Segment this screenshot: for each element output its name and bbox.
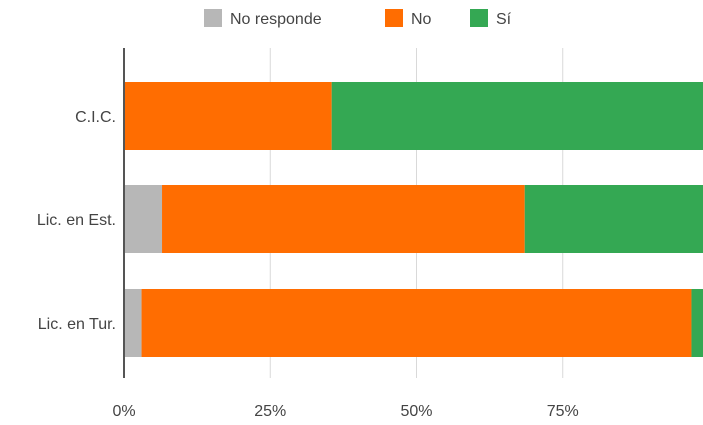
category-label: C.I.C. [75, 109, 116, 126]
category-label: Lic. en Est. [37, 212, 116, 229]
bar-segment-1-0 [124, 82, 332, 150]
x-tick-label: 25% [254, 403, 286, 420]
bar-segment-0-1 [124, 185, 163, 253]
bar-segment-1-1 [162, 185, 525, 253]
x-tick-label: 75% [547, 403, 579, 420]
legend-swatch [204, 9, 222, 27]
bar-segment-0-2 [124, 289, 142, 357]
bar-segment-2-0 [331, 82, 703, 150]
legend-label: No responde [230, 11, 322, 28]
legend-label: Sí [496, 11, 512, 28]
legend-swatch [470, 9, 488, 27]
category-label: Lic. en Tur. [38, 316, 116, 333]
x-tick-label: 50% [400, 403, 432, 420]
legend: No responde No Sí [204, 9, 512, 28]
bar-segment-2-2 [691, 289, 703, 357]
legend-swatch [385, 9, 403, 27]
bars: C.I.C. Lic. en Est. Lic. en Tur. [37, 82, 703, 357]
x-tick-label: 0% [112, 403, 135, 420]
bar-segment-1-2 [141, 289, 692, 357]
bar-segment-2-1 [524, 185, 703, 253]
axes: 0% 25% 50% 75% [112, 48, 579, 420]
legend-label: No [411, 11, 432, 28]
